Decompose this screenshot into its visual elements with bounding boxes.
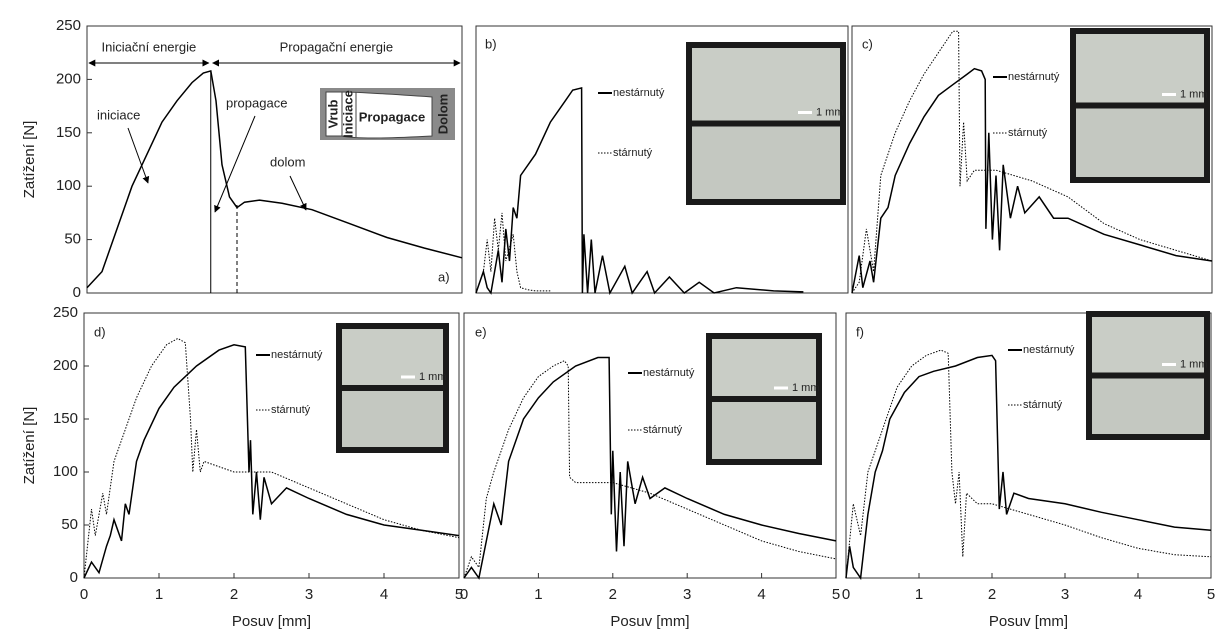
panel-label: f)	[856, 324, 864, 339]
x-tick-label: 4	[757, 586, 765, 603]
series-line	[845, 354, 1212, 581]
scale-label: 1 mm	[816, 106, 844, 118]
photo-aged	[712, 402, 816, 459]
x-tick-label: 1	[534, 586, 542, 603]
photo-unaged	[1092, 317, 1204, 373]
series-line	[86, 69, 463, 289]
inset-label: Propagace	[359, 109, 425, 124]
x-tick-label: 2	[230, 586, 238, 603]
scale-label: 1 mm	[1180, 358, 1208, 370]
legend-label: nestárnutý	[613, 87, 665, 99]
plot-frame	[851, 25, 1213, 294]
series-line	[475, 212, 551, 294]
scale-label: 1 mm	[419, 371, 447, 383]
photo-unaged	[692, 48, 840, 121]
photo-aged	[692, 126, 840, 199]
x-tick-label: 1	[155, 586, 163, 603]
series-line	[851, 67, 1213, 294]
y-tick-label: 150	[56, 124, 81, 141]
plot-frame	[83, 312, 460, 579]
x-tick-label: 5	[832, 586, 840, 603]
y-tick-label: 150	[53, 410, 78, 427]
plot-frame	[845, 312, 1212, 579]
annotation: iniciace	[97, 107, 140, 122]
panel-label: d)	[94, 324, 106, 339]
photo-aged	[342, 391, 443, 447]
scale-label: 1 mm	[792, 382, 820, 394]
legend-label: nestárnutý	[1023, 344, 1075, 356]
annotation: Propagační energie	[280, 39, 393, 54]
x-tick-label: 1	[915, 586, 923, 603]
x-tick-label: 0	[80, 586, 88, 603]
series-line	[851, 30, 1213, 294]
x-axis-label: Posuv [mm]	[610, 613, 689, 630]
photo-aged	[1092, 378, 1204, 434]
series-line	[845, 349, 1212, 579]
x-tick-label: 0	[842, 586, 850, 603]
y-tick-label: 100	[56, 177, 81, 194]
x-tick-label: 3	[1061, 586, 1069, 603]
x-tick-label: 3	[305, 586, 313, 603]
legend-label: stárnutý	[1023, 399, 1063, 411]
y-tick-label: 250	[56, 17, 81, 34]
pointer	[127, 127, 150, 184]
x-axis-label: Posuv [mm]	[989, 613, 1068, 630]
photo-aged	[1076, 108, 1204, 177]
pointer	[289, 175, 307, 211]
panel-label: a)	[438, 269, 450, 284]
x-tick-label: 3	[683, 586, 691, 603]
plot-frame	[86, 25, 463, 294]
inset-label: Iniciace	[340, 90, 355, 138]
y-tick-label: 200	[53, 357, 78, 374]
y-axis-label: Zatížení [N]	[21, 121, 38, 199]
x-tick-label: 5	[1207, 586, 1215, 603]
legend-label: nestárnutý	[271, 349, 323, 361]
scale-label: 1 mm	[1180, 88, 1208, 100]
panel-label: e)	[475, 324, 487, 339]
legend-label: nestárnutý	[643, 367, 695, 379]
pointer	[214, 115, 256, 213]
legend-label: stárnutý	[643, 424, 683, 436]
annotation: propagace	[226, 95, 287, 110]
x-tick-label: 5	[455, 586, 463, 603]
inset-label: Vrub	[325, 99, 340, 128]
annotation: dolom	[270, 154, 305, 169]
series-line	[83, 337, 460, 579]
series-line	[83, 344, 460, 579]
panel-label: b)	[485, 36, 497, 51]
x-tick-label: 4	[380, 586, 388, 603]
y-tick-label: 50	[64, 231, 81, 248]
plot-frame	[463, 312, 837, 579]
y-tick-label: 250	[53, 304, 78, 321]
x-tick-label: 0	[460, 586, 468, 603]
x-tick-label: 2	[609, 586, 617, 603]
legend-label: stárnutý	[1008, 127, 1048, 139]
x-axis-label: Posuv [mm]	[232, 613, 311, 630]
legend-label: nestárnutý	[1008, 71, 1060, 83]
series-line	[475, 86, 804, 296]
y-tick-label: 50	[61, 516, 78, 533]
inset-label: Dolom	[435, 94, 450, 134]
photo-unaged	[342, 329, 443, 385]
plot-frame	[475, 25, 849, 294]
panel-label: c)	[862, 36, 873, 51]
photo-unaged	[712, 339, 816, 396]
y-tick-label: 0	[73, 284, 81, 301]
photo-unaged	[1076, 34, 1204, 103]
legend-label: stárnutý	[271, 404, 311, 416]
y-tick-label: 100	[53, 463, 78, 480]
legend-label: stárnutý	[613, 147, 653, 159]
y-axis-label: Zatížení [N]	[21, 407, 38, 485]
series-line	[463, 360, 837, 579]
x-tick-label: 2	[988, 586, 996, 603]
series-line	[463, 356, 837, 580]
y-tick-label: 0	[70, 569, 78, 586]
y-tick-label: 200	[56, 70, 81, 87]
x-tick-label: 4	[1134, 586, 1142, 603]
annotation: Iniciační energie	[102, 39, 197, 54]
